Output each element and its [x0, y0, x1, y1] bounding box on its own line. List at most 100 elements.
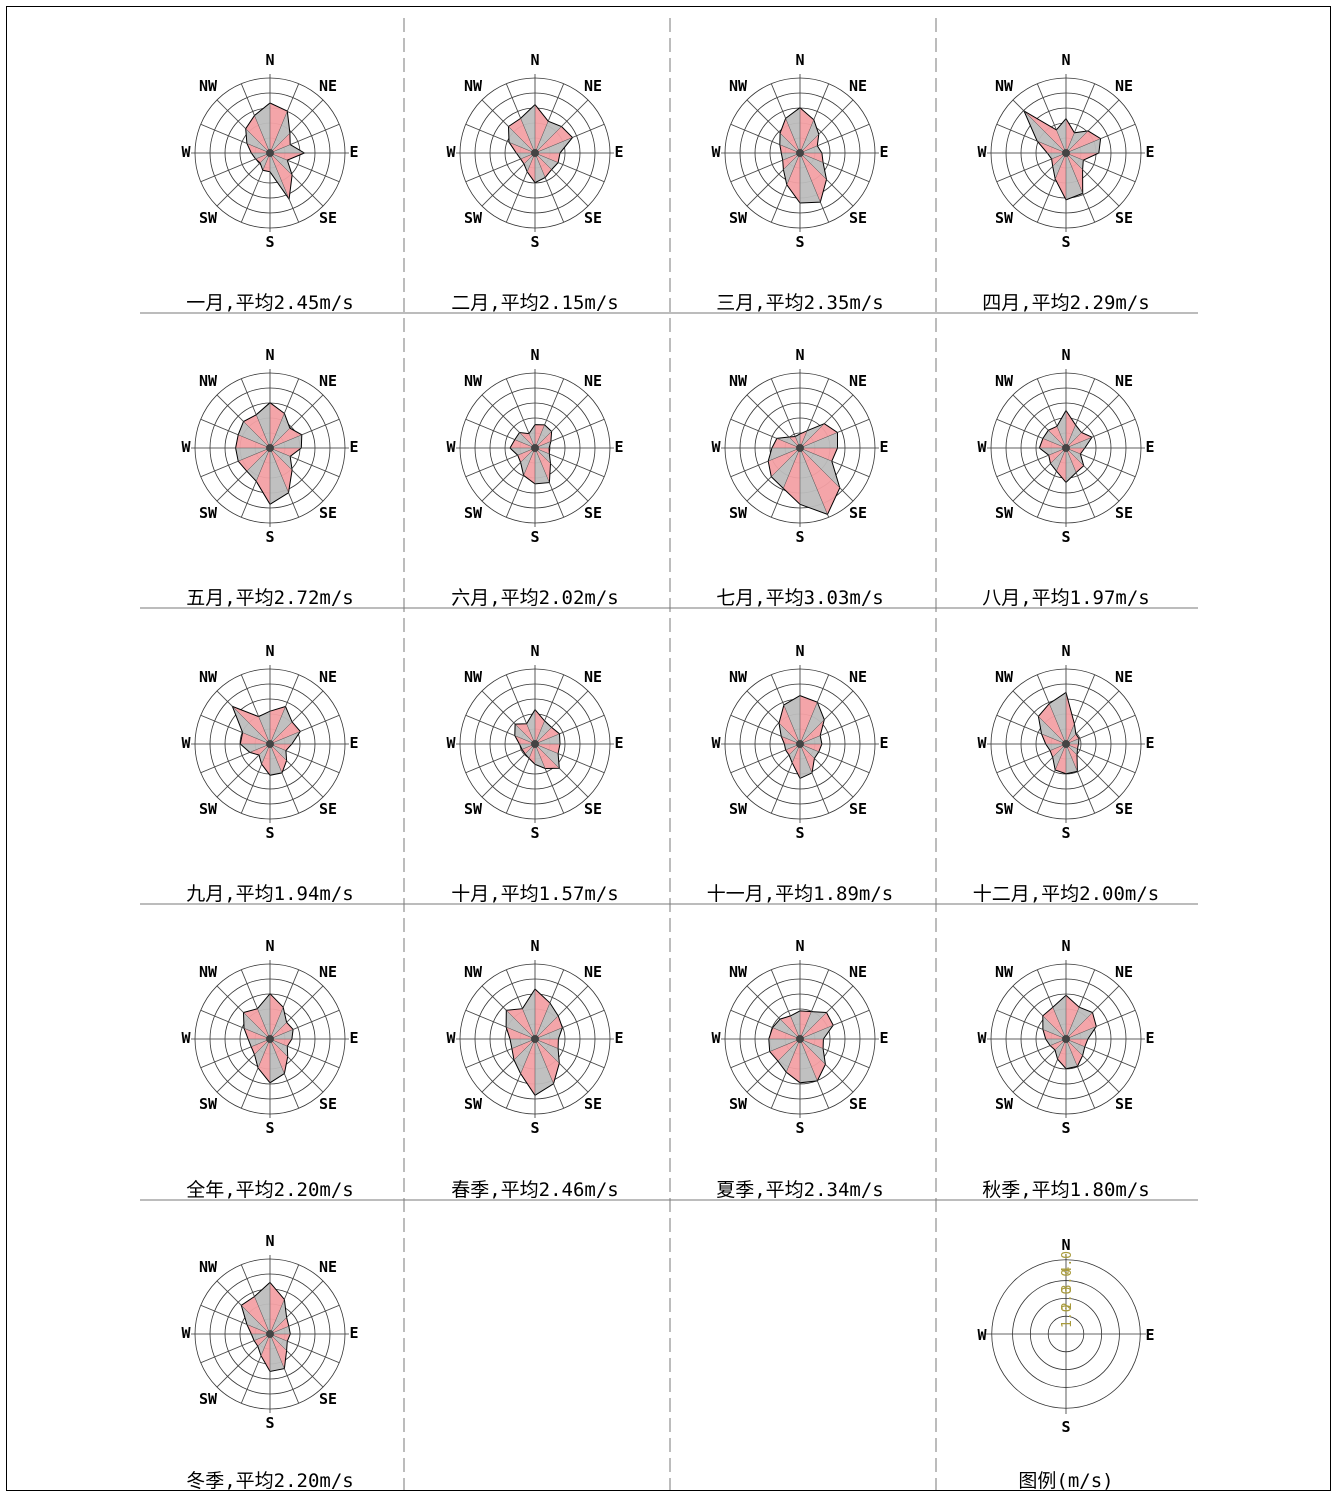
grid-spoke-overlay [269, 394, 324, 449]
grid-spoke-overlay [799, 674, 829, 745]
grid-spoke-overlay [534, 378, 564, 449]
legend-direction-e: E [1145, 1326, 1154, 1344]
direction-label-n: N [265, 346, 274, 364]
center-hub [796, 740, 804, 748]
grid-spoke-overlay [200, 715, 271, 745]
grid-spoke-overlay [241, 1038, 271, 1109]
center-hub [1062, 149, 1070, 157]
legend-tick-label: 4.0 [1060, 1251, 1075, 1274]
direction-label-n: N [530, 51, 539, 69]
grid-spoke-overlay [241, 378, 271, 449]
grid-spoke-overlay [1012, 152, 1067, 207]
wind-wedge [1066, 723, 1076, 744]
direction-label-sw: SW [199, 1390, 218, 1408]
direction-label-n: N [265, 642, 274, 660]
wind-wedge [1066, 1039, 1083, 1067]
grid-spoke-overlay [996, 743, 1067, 773]
direction-label-n: N [1061, 937, 1070, 955]
wind-rose-caption: 夏季,平均2.34m/s [716, 1179, 884, 1201]
grid-spoke-overlay [200, 124, 271, 154]
grid-spoke-overlay [799, 99, 854, 154]
wind-wedge [1066, 424, 1082, 448]
wind-wedge [270, 1039, 285, 1083]
wind-wedge [1066, 410, 1076, 448]
grid-spoke-overlay [799, 969, 829, 1040]
wind-rose-caption: 冬季,平均2.20m/s [186, 1470, 354, 1492]
wind-wedge [243, 1008, 270, 1039]
wind-rose-5: N NE E SE S SW W NW 五月,平均2.72m/s [181, 346, 358, 609]
direction-label-nw: NW [995, 963, 1014, 981]
wind-wedge [270, 402, 285, 448]
wind-rose-7: N NE E SE S SW W NW 七月,平均3.03m/s [711, 346, 888, 609]
direction-label-se: SE [584, 800, 602, 818]
wind-wedge [270, 448, 293, 493]
direction-label-se: SE [1115, 1095, 1133, 1113]
grid-spoke-overlay [269, 1010, 340, 1040]
wind-wedge [777, 1039, 800, 1073]
wind-rose-caption: 十一月,平均1.89m/s [707, 883, 894, 905]
grid-spoke-overlay [241, 969, 271, 1040]
direction-label-ne: NE [849, 668, 867, 686]
grid-spoke-overlay [534, 394, 589, 449]
wind-rose-10: N NE E SE S SW W NW 十月,平均1.57m/s [446, 642, 623, 905]
wind-wedge [270, 744, 287, 773]
direction-label-nw: NW [199, 77, 218, 95]
grid-spoke-overlay [465, 1010, 536, 1040]
grid-spoke-overlay [241, 83, 271, 154]
wind-wedge [800, 702, 825, 744]
center-hub [531, 149, 539, 157]
direction-label-e: E [1145, 143, 1154, 161]
direction-label-w: W [711, 143, 721, 161]
grid-spoke-overlay [241, 152, 271, 223]
direction-label-e: E [614, 438, 623, 456]
direction-label-w: W [977, 1029, 987, 1047]
wind-wedge [514, 1039, 535, 1074]
direction-label-se: SE [1115, 209, 1133, 227]
wind-wedge [270, 1022, 294, 1039]
wind-wedge [270, 1334, 287, 1369]
wind-wedge [520, 104, 535, 153]
wind-wedge [783, 695, 800, 744]
center-hub [1062, 444, 1070, 452]
grid-spoke-overlay [771, 83, 801, 154]
wind-wedge [254, 1039, 270, 1068]
grid-spoke-overlay [506, 152, 536, 223]
wind-wedge [270, 1007, 287, 1039]
grid-spoke-overlay [730, 743, 801, 773]
grid-spoke-overlay [269, 1280, 324, 1335]
grid-spoke-overlay [730, 1038, 801, 1068]
grid-spoke-overlay [269, 985, 324, 1040]
wind-rose-17: N NE E SE S SW W NW 冬季,平均2.20m/s [181, 1232, 358, 1492]
direction-label-sw: SW [464, 209, 483, 227]
direction-label-nw: NW [995, 372, 1014, 390]
wind-rose-caption: 三月,平均2.35m/s [716, 292, 884, 314]
wind-wedge [1047, 153, 1066, 159]
grid-spoke-overlay [1065, 715, 1136, 745]
direction-label-sw: SW [729, 209, 748, 227]
grid-spoke-overlay [269, 152, 299, 223]
grid-spoke-overlay [771, 447, 801, 518]
grid-spoke-overlay [534, 419, 605, 449]
direction-label-n: N [795, 937, 804, 955]
center-hub [531, 740, 539, 748]
grid-spoke-overlay [465, 1038, 536, 1068]
grid-spoke-overlay [1065, 1038, 1120, 1093]
direction-label-sw: SW [464, 800, 483, 818]
wind-wedge [517, 448, 535, 463]
grid-spoke-overlay [534, 124, 605, 154]
wind-wedge [1066, 153, 1083, 200]
grid-spoke-overlay [799, 378, 829, 449]
wind-wedge [524, 153, 535, 172]
grid-spoke-overlay [200, 447, 271, 477]
grid-spoke-overlay [1065, 674, 1095, 745]
grid-spoke-overlay [996, 1010, 1067, 1040]
grid-spoke-overlay [216, 1038, 271, 1093]
wind-wedge [506, 1008, 535, 1039]
grid-spoke-overlay [534, 447, 589, 502]
direction-label-sw: SW [464, 504, 483, 522]
wind-wedge [255, 153, 270, 163]
grid-spoke-overlay [1065, 394, 1120, 449]
grid-spoke-overlay [730, 419, 801, 449]
direction-label-e: E [349, 734, 358, 752]
direction-label-sw: SW [199, 1095, 218, 1113]
